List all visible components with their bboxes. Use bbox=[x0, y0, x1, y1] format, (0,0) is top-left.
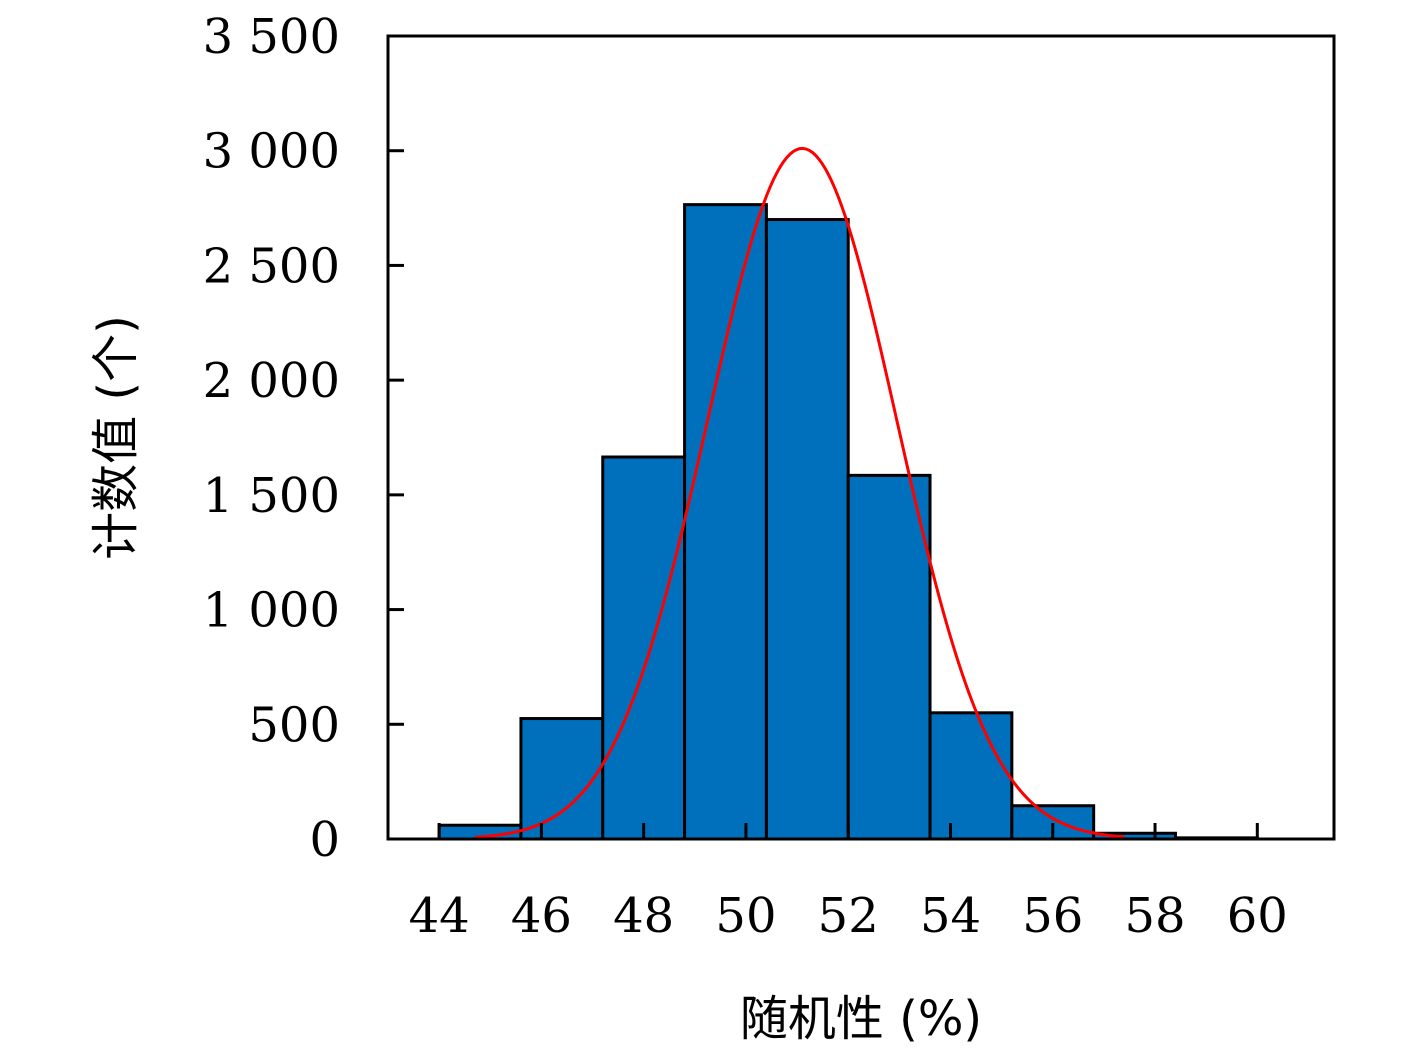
histogram-bar-3 bbox=[683, 203, 768, 841]
y-tick-label: 0 bbox=[309, 812, 340, 868]
y-tick-label: 3 500 bbox=[203, 9, 340, 65]
histogram-bar-1 bbox=[519, 717, 605, 841]
y-tick-label: 500 bbox=[248, 697, 340, 753]
y-tick-label: 1 500 bbox=[203, 468, 340, 524]
histogram-bar-7 bbox=[1010, 804, 1096, 841]
histogram-bar-2 bbox=[601, 455, 687, 841]
x-axis-title: 随机性 (%) bbox=[740, 991, 982, 1047]
y-tick-label: 1 000 bbox=[203, 583, 340, 639]
y-tick-label: 2 500 bbox=[203, 238, 340, 294]
y-tick-label: 3 000 bbox=[203, 124, 340, 180]
x-tick-label: 54 bbox=[920, 888, 981, 944]
histogram-bars bbox=[437, 203, 1259, 841]
x-tick-label: 46 bbox=[511, 888, 572, 944]
histogram-bar-6 bbox=[928, 711, 1014, 841]
x-tick-label: 56 bbox=[1022, 888, 1083, 944]
x-tick-label: 48 bbox=[613, 888, 674, 944]
y-axis-ticks: 0 500 1 000 1 500 2 000 2 500 3 000 3 500 bbox=[203, 9, 404, 868]
y-axis-title: 计数值 (个) bbox=[88, 315, 144, 560]
x-tick-label: 50 bbox=[715, 888, 776, 944]
plot-frame bbox=[386, 34, 1336, 841]
histogram-bar-5 bbox=[846, 473, 932, 841]
histogram-bar-4 bbox=[764, 218, 850, 841]
x-tick-label: 58 bbox=[1124, 888, 1185, 944]
x-axis-ticks: 44 46 48 50 52 54 56 58 60 bbox=[409, 823, 1288, 944]
y-tick-label: 2 000 bbox=[203, 353, 340, 409]
normal-fit-curve bbox=[474, 146, 1125, 839]
x-tick-label: 52 bbox=[818, 888, 879, 944]
x-tick-label: 44 bbox=[409, 888, 470, 944]
x-tick-label: 60 bbox=[1227, 888, 1288, 944]
